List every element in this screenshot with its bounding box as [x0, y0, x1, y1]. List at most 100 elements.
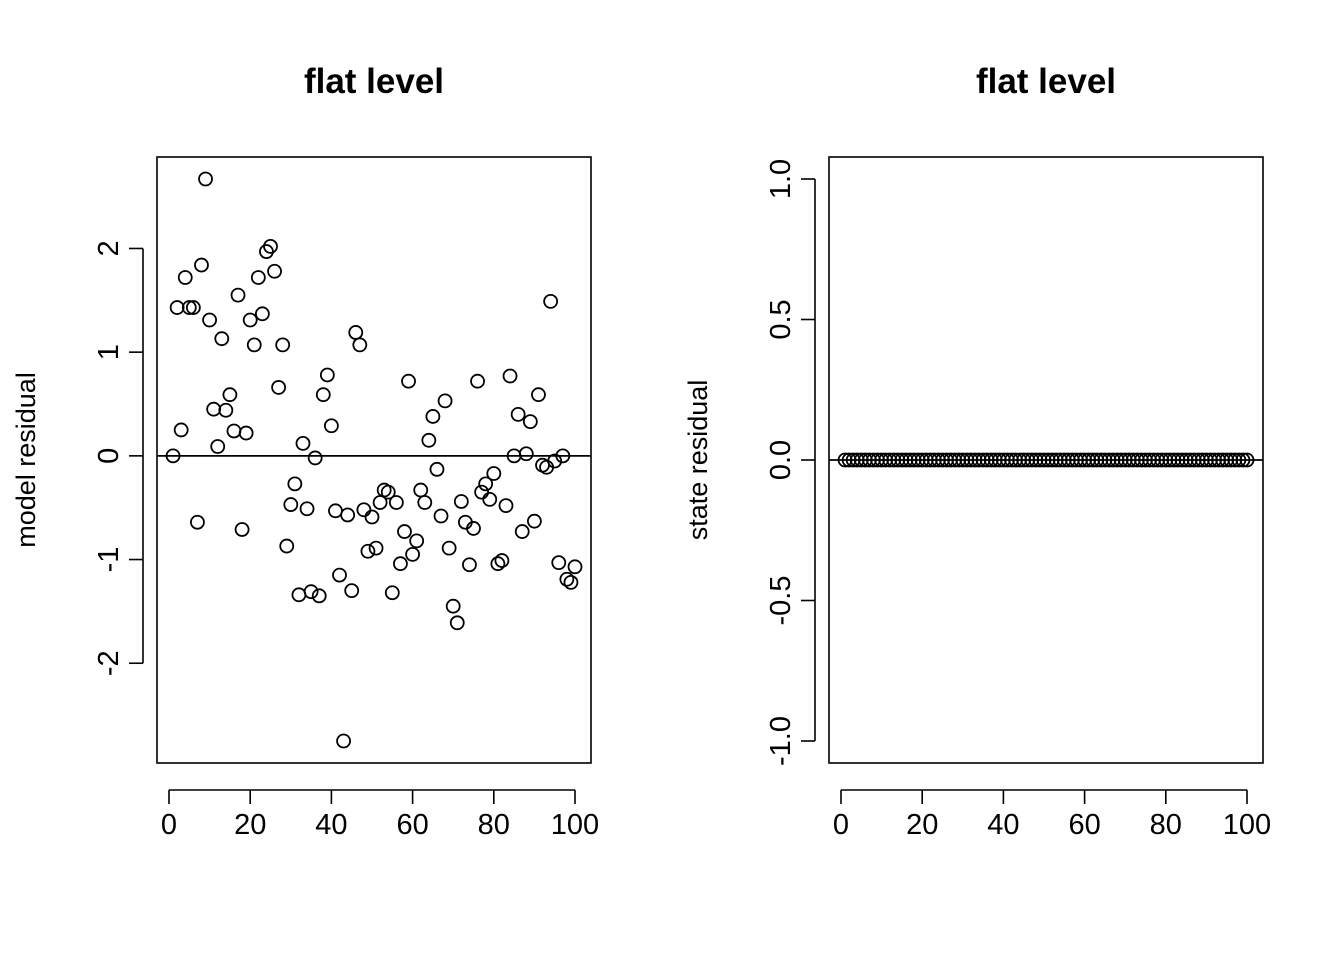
data-point — [202, 312, 218, 328]
y-tick-label: -1.0 — [765, 716, 797, 766]
x-tick-label: 100 — [1223, 809, 1271, 841]
data-point — [368, 540, 384, 556]
data-point — [437, 393, 453, 409]
data-point — [254, 306, 270, 322]
data-point — [226, 423, 242, 439]
x-tick-label: 20 — [234, 809, 266, 841]
data-point — [319, 367, 335, 383]
data-point — [401, 373, 416, 389]
data-point — [198, 171, 213, 187]
data-point — [551, 555, 567, 571]
data-point — [242, 312, 258, 328]
data-point — [218, 402, 234, 418]
data-point — [275, 337, 291, 353]
data-point — [206, 401, 222, 417]
data-point — [291, 587, 307, 603]
data-point — [498, 498, 514, 514]
left-marks: 0 20 40 60 80 100 -2 -1 0 1 2 — [93, 171, 599, 841]
y-tick-label: 0.0 — [765, 440, 797, 480]
data-point — [555, 448, 571, 464]
x-tick-label: 40 — [315, 809, 347, 841]
data-point — [413, 482, 429, 498]
data-point — [441, 540, 457, 556]
data-point — [323, 418, 339, 434]
data-point — [344, 583, 360, 599]
data-point — [510, 406, 526, 422]
data-point — [214, 331, 230, 347]
data-point — [449, 615, 465, 631]
data-point — [332, 567, 347, 583]
data-point — [234, 522, 250, 537]
data-point — [405, 546, 421, 562]
data-point — [527, 513, 542, 529]
data-point — [494, 553, 510, 568]
data-point — [250, 270, 266, 285]
right-chart-title: flat level — [976, 62, 1116, 101]
x-tick-label: 80 — [478, 809, 510, 841]
data-point — [279, 538, 295, 554]
data-point — [417, 495, 433, 510]
data-point — [474, 484, 490, 500]
left-plot-frame — [156, 156, 592, 764]
data-point — [267, 263, 282, 279]
data-point — [336, 733, 351, 749]
data-point — [246, 337, 262, 353]
data-point — [194, 257, 209, 273]
data-point — [328, 503, 343, 519]
data-point — [222, 387, 238, 403]
right-y-axis-label: state residual — [683, 380, 713, 541]
data-point — [181, 300, 197, 315]
data-point — [522, 414, 538, 430]
y-tick-label: 1.0 — [765, 159, 797, 199]
right-marks: 0 20 40 60 80 100 -1.0 -0.5 0.0 0.5 1.0 — [765, 159, 1271, 841]
data-point — [388, 495, 404, 510]
data-point — [190, 514, 205, 530]
x-tick-label: 40 — [987, 809, 1019, 841]
data-point — [295, 436, 311, 451]
data-point — [1235, 452, 1251, 468]
x-tick-label: 20 — [906, 809, 938, 841]
data-point — [283, 497, 299, 512]
data-point — [478, 476, 494, 492]
data-point — [470, 373, 485, 389]
data-point — [429, 461, 445, 477]
x-tick-label: 80 — [1150, 809, 1182, 841]
data-point — [482, 492, 498, 507]
right-panel: flat level state residual 0 20 40 60 80 100 -1… — [683, 62, 1271, 841]
y-tick-label: -0.5 — [765, 576, 797, 626]
data-point — [210, 439, 226, 454]
data-point — [543, 293, 559, 309]
data-point — [433, 508, 449, 524]
y-tick-label: 0 — [93, 448, 125, 464]
data-point — [425, 409, 441, 424]
data-point — [356, 502, 372, 518]
data-point — [502, 368, 518, 384]
data-point — [1239, 452, 1255, 468]
data-point — [384, 585, 400, 601]
data-point — [547, 453, 563, 469]
y-tick-label: -2 — [93, 650, 125, 676]
data-point — [287, 476, 303, 492]
left-y-axis-label: model residual — [11, 372, 41, 548]
data-point — [466, 521, 481, 536]
data-point — [177, 270, 193, 285]
y-tick-label: 2 — [93, 240, 125, 256]
data-point — [165, 448, 181, 464]
data-point — [393, 556, 408, 572]
data-point — [531, 387, 546, 403]
data-point — [421, 432, 437, 448]
data-point — [340, 507, 356, 523]
y-tick-label: -1 — [93, 547, 125, 573]
data-point — [462, 557, 477, 573]
left-panel: flat level model residual 0 20 40 60 80 100-2… — [11, 62, 599, 841]
data-point — [263, 238, 278, 254]
data-point — [271, 380, 287, 395]
x-tick-label: 0 — [161, 809, 177, 841]
data-point — [380, 484, 396, 500]
data-point — [559, 571, 575, 587]
data-point — [352, 337, 368, 353]
data-point — [397, 524, 412, 539]
data-point — [315, 387, 331, 403]
data-point — [360, 543, 376, 559]
